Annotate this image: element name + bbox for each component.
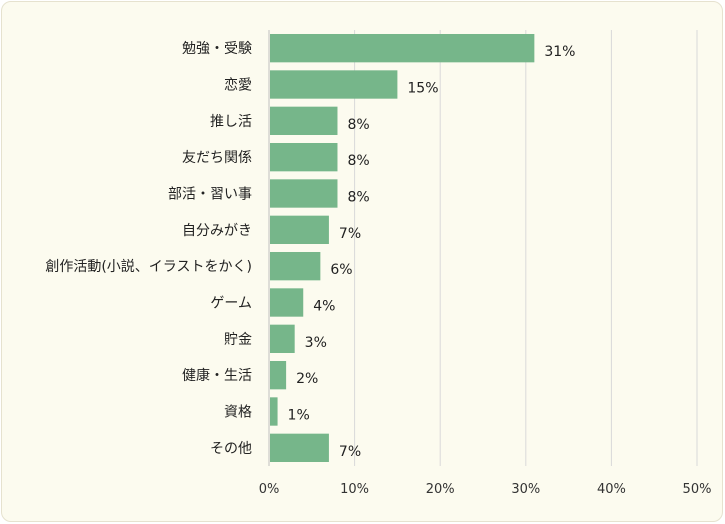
category-label: 友だち関係: [182, 150, 252, 166]
bar: [270, 142, 338, 172]
category-label: 健康・生活: [182, 367, 252, 384]
category-label: その他: [210, 441, 252, 457]
x-tick-label: 0%: [259, 482, 280, 497]
data-label: 8%: [347, 153, 369, 169]
category-label: 勉強・受験: [182, 41, 252, 57]
bar: [270, 360, 287, 390]
bar: [270, 179, 338, 208]
data-label: 2%: [296, 371, 318, 387]
category-label: 恋愛: [224, 77, 252, 94]
bars: [270, 33, 535, 463]
x-tick-labels: 0% 10% 20% 30% 40% 50%: [259, 482, 712, 497]
x-tick-label: 20%: [426, 482, 455, 497]
bar: [270, 106, 338, 136]
data-label: 1%: [288, 408, 310, 424]
gridlines: [268, 30, 698, 466]
bar: [270, 288, 304, 317]
data-label: 4%: [313, 299, 335, 315]
category-label: 資格: [224, 405, 252, 421]
data-label: 6%: [330, 262, 352, 278]
bar: [270, 215, 329, 245]
x-tick-label: 30%: [511, 482, 540, 497]
category-label: 推し活: [210, 114, 252, 130]
data-label: 15%: [407, 81, 438, 97]
data-label: 8%: [347, 190, 369, 206]
data-label: 8%: [347, 117, 369, 133]
category-label: 貯金: [224, 332, 252, 348]
bar: [270, 251, 321, 281]
x-tick-label: 50%: [683, 482, 712, 497]
category-label: 創作活動(小説、イラストをかく): [45, 259, 252, 275]
category-label: ゲーム: [210, 296, 252, 312]
bar: [270, 324, 295, 354]
category-labels: 勉強・受験恋愛推し活友だち関係部活・習い事自分みがき創作活動(小説、イラストをか…: [45, 41, 252, 457]
data-label: 7%: [339, 226, 361, 242]
bar: [270, 70, 398, 99]
bar: [270, 33, 535, 63]
x-tick-label: 10%: [340, 482, 369, 497]
value-labels: 31% 15% 8% 8% 8% 7% 6% 4% 3% 2% 1% 7%: [288, 44, 576, 460]
category-label: 自分みがき: [182, 223, 252, 239]
data-label: 7%: [339, 444, 361, 460]
category-label: 部活・習い事: [168, 187, 252, 203]
data-label: 31%: [544, 44, 575, 60]
x-tick-label: 40%: [597, 482, 626, 497]
data-label: 3%: [305, 335, 327, 351]
bar: [270, 397, 278, 426]
bar: [270, 433, 329, 463]
